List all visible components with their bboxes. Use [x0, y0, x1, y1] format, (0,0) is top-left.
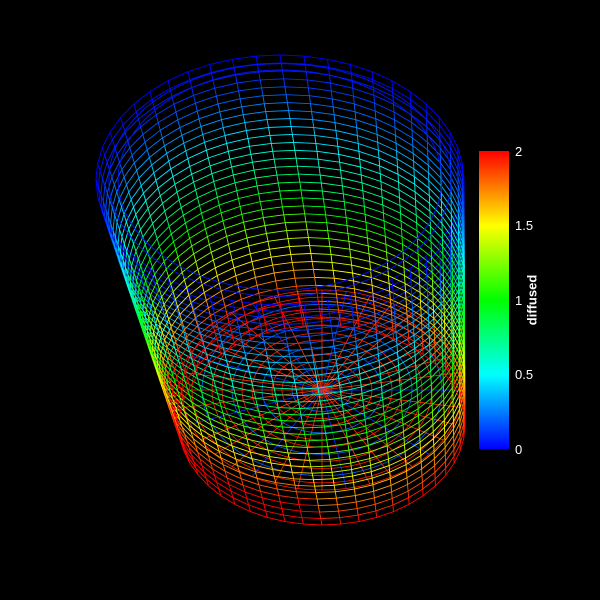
colorbar-gradient: [479, 151, 509, 449]
colorbar-title: diffused: [524, 274, 540, 326]
colorbar-tick-1-5: 1.5: [515, 218, 534, 233]
colorbar-tick-0: 0: [515, 442, 523, 457]
scalar-colorbar: 2 1.5 1 0.5 0: [479, 145, 533, 456]
colorbar-tick-1: 1: [515, 293, 523, 308]
colorbar-tick-0-5: 0.5: [515, 367, 534, 382]
colorbar-tick-2: 2: [515, 144, 523, 159]
